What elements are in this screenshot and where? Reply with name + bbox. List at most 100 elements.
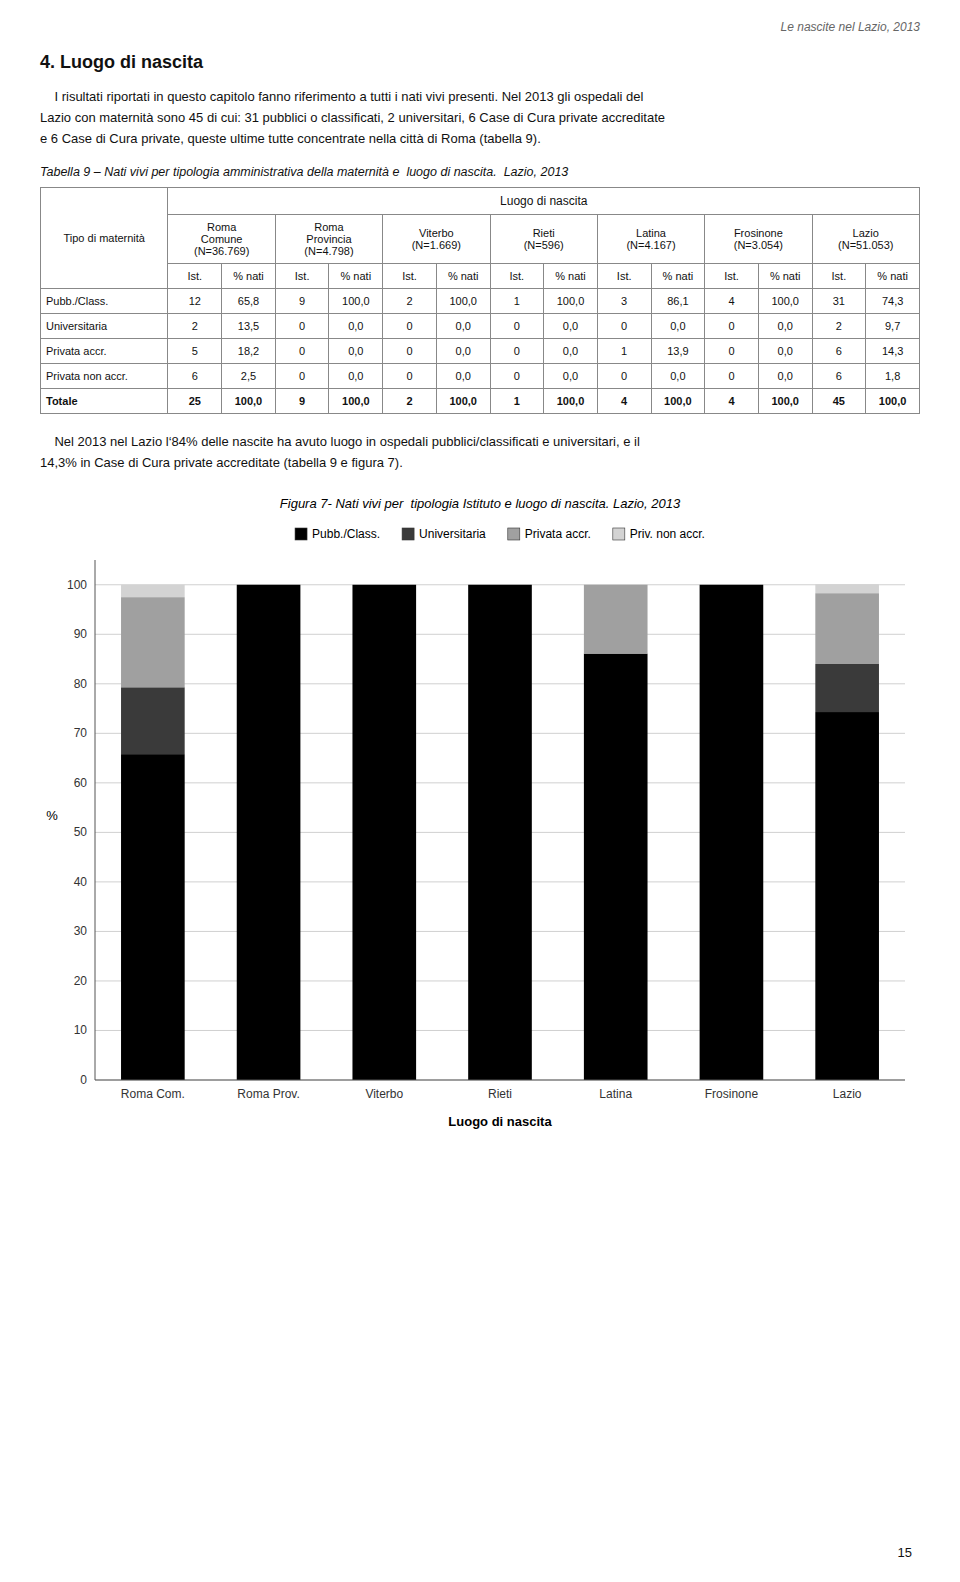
- table-cell: 9,7: [866, 314, 920, 339]
- table-cell: 0,0: [758, 314, 812, 339]
- table-cell: 0,0: [758, 339, 812, 364]
- table-cell: 0: [597, 314, 651, 339]
- table-cell: 25: [168, 389, 222, 414]
- table-cell: 0: [383, 339, 437, 364]
- table-cell: 0: [383, 314, 437, 339]
- table-row: Pubb./Class.1265,89100,02100,01100,0386,…: [41, 289, 920, 314]
- table-cell: 4: [705, 389, 759, 414]
- bar-segment: [352, 584, 416, 585]
- bar-segment: [700, 584, 764, 585]
- table-cell: 5: [168, 339, 222, 364]
- table-cell: 2: [812, 314, 866, 339]
- table-cell: 86,1: [651, 289, 705, 314]
- bar-segment: [237, 584, 301, 585]
- table-cell: 65,8: [222, 289, 276, 314]
- data-table: Tipo di maternitàLuogo di nascitaRoma Co…: [40, 187, 920, 414]
- grid-line: [95, 1079, 905, 1080]
- table-header-row: Ist.% natiIst.% natiIst.% natiIst.% nati…: [41, 264, 920, 289]
- table-header-cell: Ist.: [168, 264, 222, 289]
- table-title: Tabella 9 – Nati vivi per tipologia ammi…: [40, 165, 920, 179]
- y-tick-label: 10: [74, 1023, 88, 1037]
- table-header-cell: Ist.: [705, 264, 759, 289]
- bar-segment: [352, 585, 416, 1080]
- y-tick-label: 70: [74, 726, 88, 740]
- table-cell: 9: [275, 389, 329, 414]
- x-tick-label: Viterbo: [365, 1087, 403, 1101]
- legend-item: Priv. non accr.: [613, 527, 705, 541]
- legend-label: Universitaria: [419, 527, 486, 541]
- legend-label: Privata accr.: [525, 527, 591, 541]
- table-row-label: Privata non accr.: [41, 364, 168, 389]
- table-cell: 100,0: [651, 389, 705, 414]
- table-cell: 100,0: [544, 389, 598, 414]
- paragraph: Nel 2013 nel Lazio l‘84% delle nascite h…: [40, 432, 920, 474]
- table-cell: 1: [490, 289, 544, 314]
- table-cell: 100,0: [866, 389, 920, 414]
- x-axis-line: [95, 1079, 905, 1080]
- table-cell: 100,0: [329, 289, 383, 314]
- legend-label: Priv. non accr.: [630, 527, 705, 541]
- table-header-cell: % nati: [866, 264, 920, 289]
- x-tick-label: Roma Com.: [121, 1087, 185, 1101]
- table-cell: 0: [705, 314, 759, 339]
- table-cell: 0: [705, 364, 759, 389]
- table-cell: 0: [383, 364, 437, 389]
- table-cell: 2: [383, 289, 437, 314]
- bar-segment: [237, 584, 301, 585]
- legend-swatch: [295, 528, 307, 540]
- table-cell: 0,0: [436, 364, 490, 389]
- legend: Pubb./Class. Universitaria Privata accr. Pr…: [295, 527, 705, 541]
- table-cell: 0,0: [436, 314, 490, 339]
- y-tick-label: 100: [67, 578, 87, 592]
- table-header-cell: % nati: [758, 264, 812, 289]
- bar-segment: [815, 712, 879, 1080]
- table-header-cell: Latina (N=4.167): [597, 215, 704, 264]
- bar-segment: [468, 585, 532, 1080]
- legend-label: Pubb./Class.: [312, 527, 380, 541]
- table-header-cell: % nati: [651, 264, 705, 289]
- table-cell: 100,0: [436, 289, 490, 314]
- table-cell: 100,0: [222, 389, 276, 414]
- table-cell: 0: [490, 364, 544, 389]
- table-row-label: Pubb./Class.: [41, 289, 168, 314]
- table-header-cell: Rieti (N=596): [490, 215, 597, 264]
- table-cell: 100,0: [329, 389, 383, 414]
- bar-segment: [584, 584, 648, 585]
- table-cell: 0,0: [651, 314, 705, 339]
- bar-segment: [468, 584, 532, 585]
- bar-segment: [237, 584, 301, 585]
- bar-segment: [468, 584, 532, 585]
- x-axis-label: Luogo di nascita: [448, 1114, 552, 1129]
- table-cell: 0: [275, 314, 329, 339]
- table-cell: 0: [275, 364, 329, 389]
- table-row: Universitaria213,500,000,000,000,000,029…: [41, 314, 920, 339]
- bar-segment: [815, 664, 879, 712]
- chart-title: Figura 7- Nati vivi per tipologia Istitu…: [280, 496, 681, 511]
- x-tick-label: Rieti: [488, 1087, 512, 1101]
- bar-segment: [584, 585, 648, 654]
- table-cell: 9: [275, 289, 329, 314]
- legend-item: Privata accr.: [508, 527, 591, 541]
- table-cell: 0: [490, 339, 544, 364]
- table-row: Privata accr.518,200,000,000,0113,900,06…: [41, 339, 920, 364]
- table-cell: 4: [597, 389, 651, 414]
- table-cell: 100,0: [758, 289, 812, 314]
- section-title: 4. Luogo di nascita: [40, 52, 920, 73]
- table-header-cell: Ist.: [275, 264, 329, 289]
- bar-segment: [468, 584, 532, 585]
- legend-swatch: [402, 528, 414, 540]
- bar-segment: [815, 584, 879, 593]
- header-text: Le nascite nel Lazio, 2013: [40, 20, 920, 34]
- table-cell: 0,0: [758, 364, 812, 389]
- bar-chart: Figura 7- Nati vivi per tipologia Istitu…: [40, 490, 920, 1140]
- table-cell: 0,0: [329, 364, 383, 389]
- paragraph: I risultati riportati in questo capitolo…: [40, 87, 920, 149]
- bars: [121, 584, 879, 1080]
- bar-segment: [352, 584, 416, 585]
- table-row: Totale25100,09100,02100,01100,04100,0410…: [41, 389, 920, 414]
- table-cell: 4: [705, 289, 759, 314]
- y-axis-line: [95, 560, 96, 1080]
- table-header-cell: % nati: [329, 264, 383, 289]
- table-cell: 0: [597, 364, 651, 389]
- table-cell: 0: [275, 339, 329, 364]
